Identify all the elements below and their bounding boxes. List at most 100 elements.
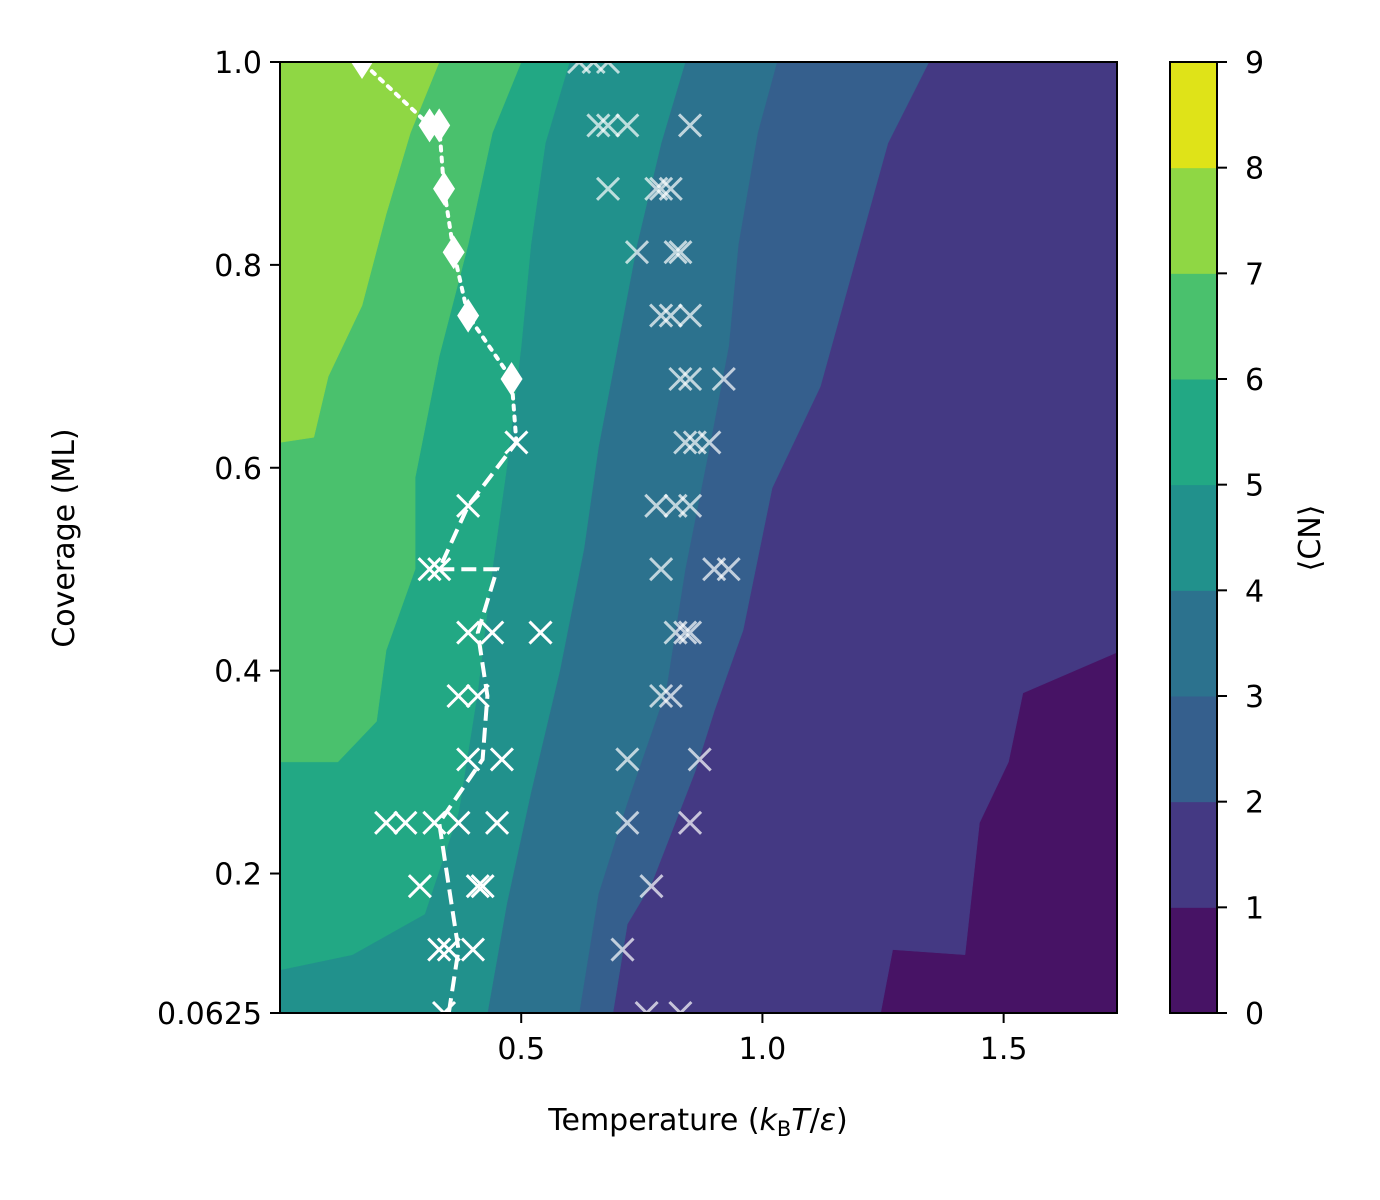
faint-x-marker bbox=[673, 620, 698, 645]
faint-x-marker bbox=[595, 176, 621, 201]
faint-x-marker bbox=[649, 557, 674, 582]
colorbar-tick-label: 5 bbox=[1245, 469, 1264, 504]
colorbar-tick-label: 0 bbox=[1245, 997, 1264, 1032]
dashed-line bbox=[436, 441, 518, 1013]
bright-x-marker bbox=[465, 683, 490, 709]
x-axis-label: Temperature (kBT/ε) bbox=[547, 1103, 847, 1141]
x-tick-label: 0.5 bbox=[497, 1032, 545, 1067]
colorbar bbox=[1170, 62, 1217, 1014]
y-tick-label: 0.0625 bbox=[157, 997, 262, 1032]
faint-x-markers bbox=[567, 62, 741, 1013]
bright-x-marker bbox=[393, 810, 418, 835]
plot-frame bbox=[279, 61, 1118, 1014]
colorbar-ticks: 0 1 2 3 4 5 6 7 8 9 bbox=[1217, 46, 1264, 1032]
colorbar-segment bbox=[1170, 484, 1217, 591]
colorbar-frame bbox=[1169, 61, 1218, 1014]
y-tick-label: 0.6 bbox=[214, 452, 262, 487]
colorbar-segment bbox=[1170, 273, 1217, 380]
faint-x-marker bbox=[658, 176, 683, 201]
diamond-markers bbox=[351, 62, 523, 396]
bright-x-markers bbox=[374, 430, 553, 1013]
faint-x-marker bbox=[668, 1000, 693, 1013]
x-axis-ticks: 0.5 1.0 1.5 bbox=[497, 1013, 1027, 1067]
y-tick-label: 0.8 bbox=[214, 249, 262, 284]
bright-x-marker bbox=[427, 557, 452, 582]
y-axis-ticks: 0.0625 0.2 0.4 0.6 0.8 1.0 bbox=[157, 46, 280, 1032]
x-tick-label: 1.5 bbox=[980, 1032, 1028, 1067]
faint-x-marker bbox=[595, 62, 621, 75]
bright-x-marker bbox=[465, 874, 490, 899]
faint-x-marker bbox=[711, 366, 736, 392]
faint-x-marker bbox=[663, 240, 688, 265]
faint-x-marker bbox=[644, 493, 669, 518]
bright-x-marker bbox=[374, 810, 399, 835]
faint-x-marker bbox=[677, 113, 703, 138]
faint-x-marker bbox=[673, 430, 698, 455]
colorbar-label: ⟨CN⟩ bbox=[1293, 505, 1328, 572]
bright-x-marker bbox=[436, 937, 461, 962]
band-level-7 bbox=[280, 62, 440, 1013]
contour-bands bbox=[280, 62, 1117, 1013]
bright-x-marker bbox=[417, 557, 442, 582]
faint-x-marker bbox=[668, 366, 693, 392]
colorbar-tick-label: 9 bbox=[1245, 46, 1264, 81]
colorbar-tick-label: 1 bbox=[1245, 891, 1264, 926]
faint-x-marker bbox=[649, 683, 674, 709]
diamond-marker bbox=[433, 171, 456, 206]
y-axis-label: Coverage (ML) bbox=[47, 428, 82, 647]
colorbar-segment bbox=[1170, 696, 1217, 803]
faint-x-marker bbox=[595, 113, 621, 138]
bright-x-marker bbox=[489, 747, 514, 772]
colorbar-tick-label: 6 bbox=[1245, 363, 1264, 398]
faint-x-marker bbox=[658, 683, 683, 709]
colorbar-segment bbox=[1170, 907, 1217, 1014]
faint-x-marker bbox=[649, 303, 674, 328]
colorbar-segment bbox=[1170, 801, 1217, 908]
faint-x-marker bbox=[615, 113, 640, 138]
faint-x-marker bbox=[634, 1000, 659, 1013]
diamond-marker bbox=[418, 108, 441, 143]
colorbar-tick-label: 2 bbox=[1245, 786, 1264, 821]
colorbar-tick-label: 4 bbox=[1245, 574, 1264, 609]
colorbar-tick-label: 7 bbox=[1245, 257, 1264, 292]
colorbar-segment bbox=[1170, 62, 1217, 169]
y-tick-label: 0.4 bbox=[214, 655, 262, 690]
faint-x-marker bbox=[649, 176, 674, 201]
y-tick-label: 0.2 bbox=[214, 858, 262, 893]
bright-x-marker bbox=[431, 1000, 457, 1013]
faint-x-marker bbox=[677, 493, 703, 518]
bright-x-marker bbox=[480, 620, 505, 645]
bright-x-marker bbox=[460, 937, 486, 962]
bright-x-marker bbox=[427, 937, 452, 962]
x-tick-label: 1.0 bbox=[739, 1032, 787, 1067]
bright-x-marker bbox=[407, 874, 432, 899]
bright-x-marker bbox=[456, 620, 481, 645]
colorbar-segment bbox=[1170, 167, 1217, 274]
colorbar-tick-label: 8 bbox=[1245, 152, 1264, 187]
faint-x-marker bbox=[697, 430, 722, 455]
faint-x-marker bbox=[624, 240, 650, 265]
faint-x-marker bbox=[615, 810, 640, 835]
bright-x-marker bbox=[422, 810, 447, 835]
faint-x-marker bbox=[677, 366, 703, 392]
faint-x-marker bbox=[687, 747, 712, 772]
faint-x-marker bbox=[586, 113, 611, 138]
faint-x-marker bbox=[639, 874, 664, 899]
faint-x-marker bbox=[658, 303, 683, 328]
y-tick-label: 1.0 bbox=[214, 46, 262, 81]
diamond-marker bbox=[457, 298, 480, 333]
faint-x-marker bbox=[716, 557, 741, 582]
bright-x-marker bbox=[446, 683, 471, 709]
plot-area bbox=[280, 62, 1117, 1013]
bright-x-marker bbox=[456, 493, 481, 518]
diamond-marker bbox=[500, 362, 523, 396]
colorbar-tick-label: 3 bbox=[1245, 680, 1264, 715]
bright-x-marker bbox=[528, 620, 553, 645]
bright-x-marker bbox=[470, 874, 495, 899]
faint-x-marker bbox=[677, 620, 703, 645]
colorbar-segment bbox=[1170, 590, 1217, 697]
diamond-marker bbox=[351, 62, 374, 79]
colorbar-segment bbox=[1170, 379, 1217, 486]
diamond-marker bbox=[442, 235, 465, 270]
